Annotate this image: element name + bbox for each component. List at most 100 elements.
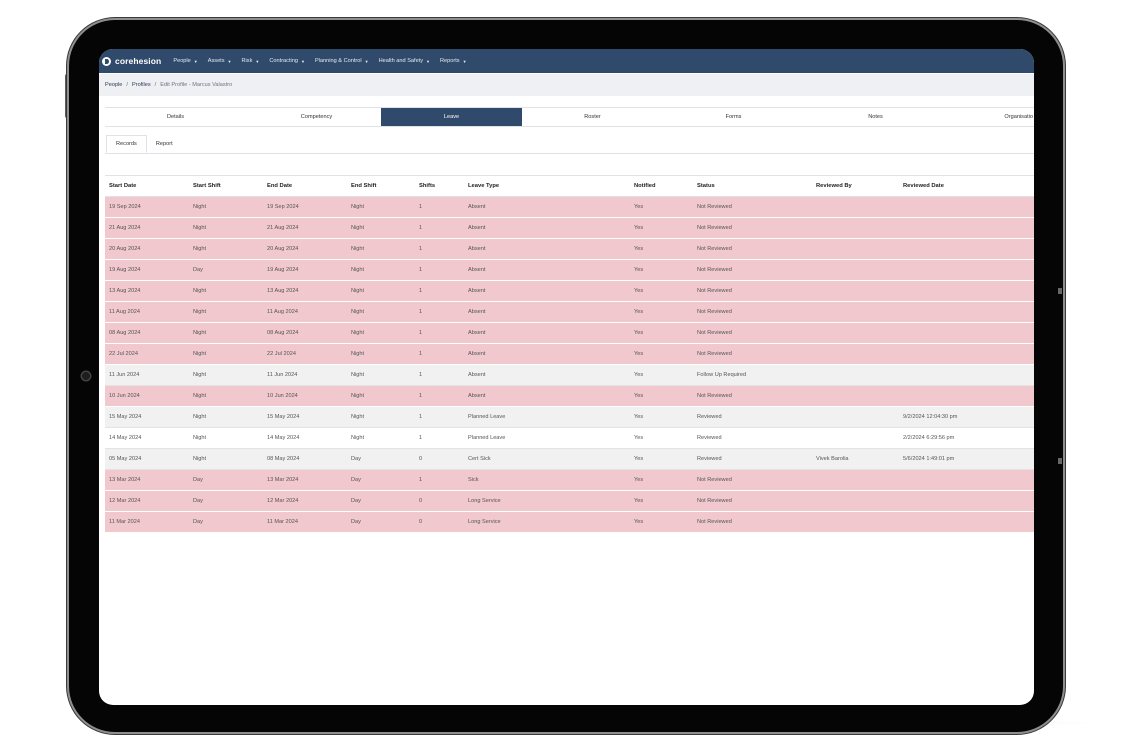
- nav-planning-control[interactable]: Planning & Control ▼: [315, 58, 369, 64]
- cell-end-date: 21 Aug 2024: [267, 225, 299, 231]
- column-header-shifts[interactable]: Shifts: [419, 183, 436, 189]
- cell-start-date: 13 Aug 2024: [109, 288, 141, 294]
- column-header-end-date[interactable]: End Date: [267, 183, 293, 189]
- table-row[interactable]: 15 May 2024 Night 15 May 2024 Night 1 Planned…: [105, 407, 1034, 428]
- device-side-button: [65, 74, 71, 118]
- column-header-end-shift[interactable]: End Shift: [351, 183, 377, 189]
- nav-label: Reports: [440, 58, 460, 64]
- table-row[interactable]: 13 Mar 2024 Day 13 Mar 2024 Day 1 Sick Yes Not …: [105, 470, 1034, 491]
- cell-end-date: 10 Jun 2024: [267, 393, 298, 399]
- cell-start-date: 22 Jul 2024: [109, 351, 138, 357]
- breadcrumb-profiles[interactable]: Profiles: [131, 82, 151, 88]
- cell-status: Not Reviewed: [697, 393, 732, 399]
- nav-risk[interactable]: Risk ▼: [242, 58, 260, 64]
- cell-end-shift: Day: [351, 498, 361, 504]
- column-header-status[interactable]: Status: [697, 183, 715, 189]
- tab-leave[interactable]: Leave: [381, 108, 522, 126]
- cell-notified: Yes: [634, 414, 644, 420]
- nav-assets[interactable]: Assets ▼: [208, 58, 232, 64]
- table-row[interactable]: 12 Mar 2024 Day 12 Mar 2024 Day 0 Long Servic…: [105, 491, 1034, 512]
- cell-end-shift: Night: [351, 435, 365, 441]
- cell-start-shift: Night: [193, 309, 207, 315]
- cell-status: Not Reviewed: [697, 309, 732, 315]
- brand-name: corehesion: [115, 56, 162, 66]
- cell-leave-type: Long Service: [468, 498, 501, 504]
- breadcrumb-people[interactable]: People: [105, 82, 123, 88]
- cell-notified: Yes: [634, 351, 644, 357]
- nav-health-safety[interactable]: Health and Safety ▼: [379, 58, 430, 64]
- table-row[interactable]: 11 Mar 2024 Day 11 Mar 2024 Day 0 Long Servic…: [105, 512, 1034, 533]
- device-right-notch: [1058, 288, 1062, 294]
- tab-roster[interactable]: Roster: [584, 114, 601, 120]
- cell-status: Reviewed: [697, 414, 722, 420]
- cell-leave-type: Absent: [468, 330, 486, 336]
- column-header-reviewed-date[interactable]: Reviewed Date: [903, 183, 944, 189]
- breadcrumb: People / Profiles / Edit Profile - Marcu…: [99, 74, 1034, 96]
- tab-competency[interactable]: Competency: [300, 114, 333, 120]
- nav-contracting[interactable]: Contracting ▼: [269, 58, 305, 64]
- table-row[interactable]: 19 Aug 2024 Day 19 Aug 2024 Night 1 Absent Yes…: [105, 260, 1034, 281]
- cell-end-date: 11 Aug 2024: [267, 309, 299, 315]
- nav-reports[interactable]: Reports ▼: [440, 58, 467, 64]
- table-row[interactable]: 11 Aug 2024 Night 11 Aug 2024 Night 1 Absent Y…: [105, 302, 1034, 323]
- tab-details[interactable]: Details: [166, 114, 185, 120]
- cell-end-date: 22 Jul 2024: [267, 351, 296, 357]
- cell-start-date: 12 Mar 2024: [109, 498, 141, 504]
- column-header-reviewed-by[interactable]: Reviewed By: [816, 183, 852, 189]
- cell-shifts: 1: [419, 225, 423, 231]
- table-row[interactable]: 13 Aug 2024 Night 13 Aug 2024 Night 1 Absent Y…: [105, 281, 1034, 302]
- cell-end-shift: Night: [351, 393, 365, 399]
- column-header-notified[interactable]: Notified: [634, 183, 656, 189]
- chevron-down-icon: ▼: [255, 58, 260, 64]
- column-header-start-shift[interactable]: Start Shift: [193, 183, 221, 189]
- cell-notified: Yes: [634, 435, 644, 441]
- profile-tabs: Details Competency Leave Roster Forms No…: [105, 107, 1034, 127]
- cell-leave-type: Absent: [468, 246, 486, 252]
- column-header-start-date[interactable]: Start Date: [109, 183, 137, 189]
- cell-reviewed-by: Vivek Barolia: [816, 456, 849, 462]
- chevron-down-icon: ▼: [227, 58, 232, 64]
- column-header-leave-type[interactable]: Leave Type: [468, 183, 500, 189]
- table-row[interactable]: 08 Aug 2024 Night 08 Aug 2024 Night 1 Absent Y…: [105, 323, 1034, 344]
- tab-organisation[interactable]: Organisatio: [1004, 114, 1033, 120]
- table-row[interactable]: 11 Jun 2024 Night 11 Jun 2024 Night 1 Absent Y…: [105, 365, 1034, 386]
- cell-shifts: 1: [419, 267, 423, 273]
- cell-start-shift: Night: [193, 204, 207, 210]
- cell-end-shift: Day: [351, 477, 361, 483]
- table-row[interactable]: 22 Jul 2024 Night 22 Jul 2024 Night 1 Absent Y…: [105, 344, 1034, 365]
- cell-status: Not Reviewed: [697, 225, 732, 231]
- cell-start-date: 21 Aug 2024: [109, 225, 141, 231]
- table-row[interactable]: 14 May 2024 Night 14 May 2024 Night 1 Planned…: [105, 428, 1034, 449]
- nav-people[interactable]: People ▼: [173, 58, 197, 64]
- table-row[interactable]: 21 Aug 2024 Night 21 Aug 2024 Night 1 Absent Y…: [105, 218, 1034, 239]
- cell-start-shift: Night: [193, 435, 207, 441]
- cell-shifts: 1: [419, 288, 423, 294]
- cell-reviewed-date: 5/6/2024 1:49:01 pm: [903, 456, 955, 462]
- table-row[interactable]: 20 Aug 2024 Night 20 Aug 2024 Night 1 Absent Y…: [105, 239, 1034, 260]
- subtab-report[interactable]: Report: [155, 141, 173, 147]
- leave-subtabs: Records Report: [106, 135, 182, 153]
- cell-end-date: 13 Mar 2024: [267, 477, 299, 483]
- cell-leave-type: Absent: [468, 204, 486, 210]
- cell-reviewed-date: 2/2/2024 6:29:56 pm: [903, 435, 955, 441]
- cell-start-shift: Night: [193, 330, 207, 336]
- cell-shifts: 1: [419, 435, 423, 441]
- cell-notified: Yes: [634, 309, 644, 315]
- cell-shifts: 1: [419, 351, 423, 357]
- cell-end-shift: Day: [351, 456, 361, 462]
- cell-end-date: 14 May 2024: [267, 435, 300, 441]
- cell-shifts: 1: [419, 393, 423, 399]
- cell-leave-type: Absent: [468, 393, 486, 399]
- table-row[interactable]: 10 Jun 2024 Night 10 Jun 2024 Night 1 Absent Y…: [105, 386, 1034, 407]
- brand-logo[interactable]: corehesion: [102, 56, 161, 66]
- cell-leave-type: Absent: [468, 351, 486, 357]
- table-row[interactable]: 19 Sep 2024 Night 19 Sep 2024 Night 1 Absent Y…: [105, 197, 1034, 218]
- logo-icon: [102, 56, 111, 66]
- cell-start-shift: Night: [193, 225, 207, 231]
- cell-end-date: 20 Aug 2024: [267, 246, 299, 252]
- subtab-records[interactable]: Records: [106, 135, 147, 153]
- tab-notes[interactable]: Notes: [868, 114, 883, 120]
- tab-forms[interactable]: Forms: [725, 114, 742, 120]
- device-right-notch: [1058, 458, 1062, 464]
- table-row[interactable]: 05 May 2024 Night 08 May 2024 Day 0 Cert Sick…: [105, 449, 1034, 470]
